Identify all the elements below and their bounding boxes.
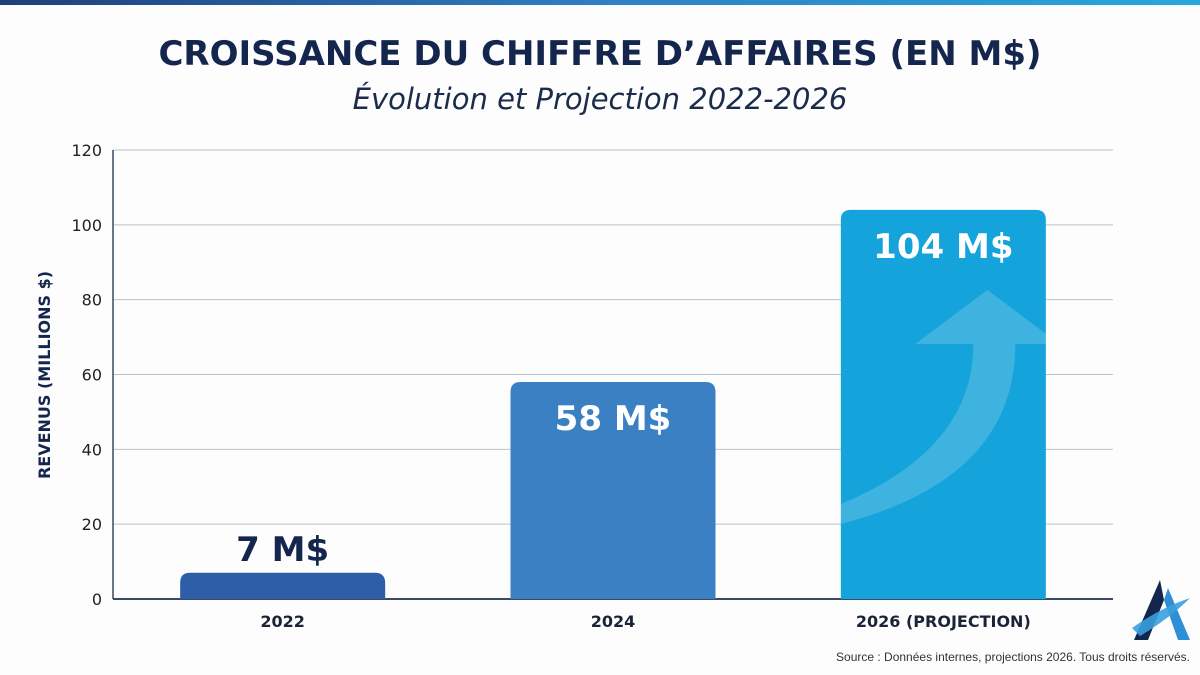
y-tick-label: 100: [71, 216, 102, 235]
y-tick-label: 80: [82, 291, 102, 310]
bar-2024: [510, 381, 716, 599]
x-tick-label: 2026 (PROJECTION): [856, 612, 1031, 631]
source-note: Source : Données internes, projections 2…: [836, 650, 1190, 664]
x-tick-label: 2022: [260, 612, 305, 631]
growth-arrow-icon: [840, 289, 1060, 524]
bar-2026: [840, 209, 1046, 599]
company-logo: [1132, 580, 1190, 640]
data-label: 58 M$: [555, 399, 672, 439]
x-tick-label: 2024: [591, 612, 636, 631]
y-axis-label: REVENUS (MILLIONS $): [35, 271, 54, 479]
y-tick-label: 40: [82, 440, 102, 459]
data-label: 104 M$: [873, 227, 1013, 267]
chart-title: CROISSANCE DU CHIFFRE D’AFFAIRES (EN M$): [158, 34, 1042, 74]
y-tick-label: 60: [82, 366, 102, 385]
top-accent-bar: [0, 0, 1200, 5]
data-label: 7 M$: [236, 530, 329, 570]
bar-2022: [180, 572, 386, 599]
chart-subtitle: Évolution et Projection 2022-2026: [352, 82, 848, 116]
y-tick-label: 20: [82, 515, 102, 534]
y-tick-label: 0: [92, 590, 102, 609]
y-tick-label: 120: [71, 141, 102, 160]
